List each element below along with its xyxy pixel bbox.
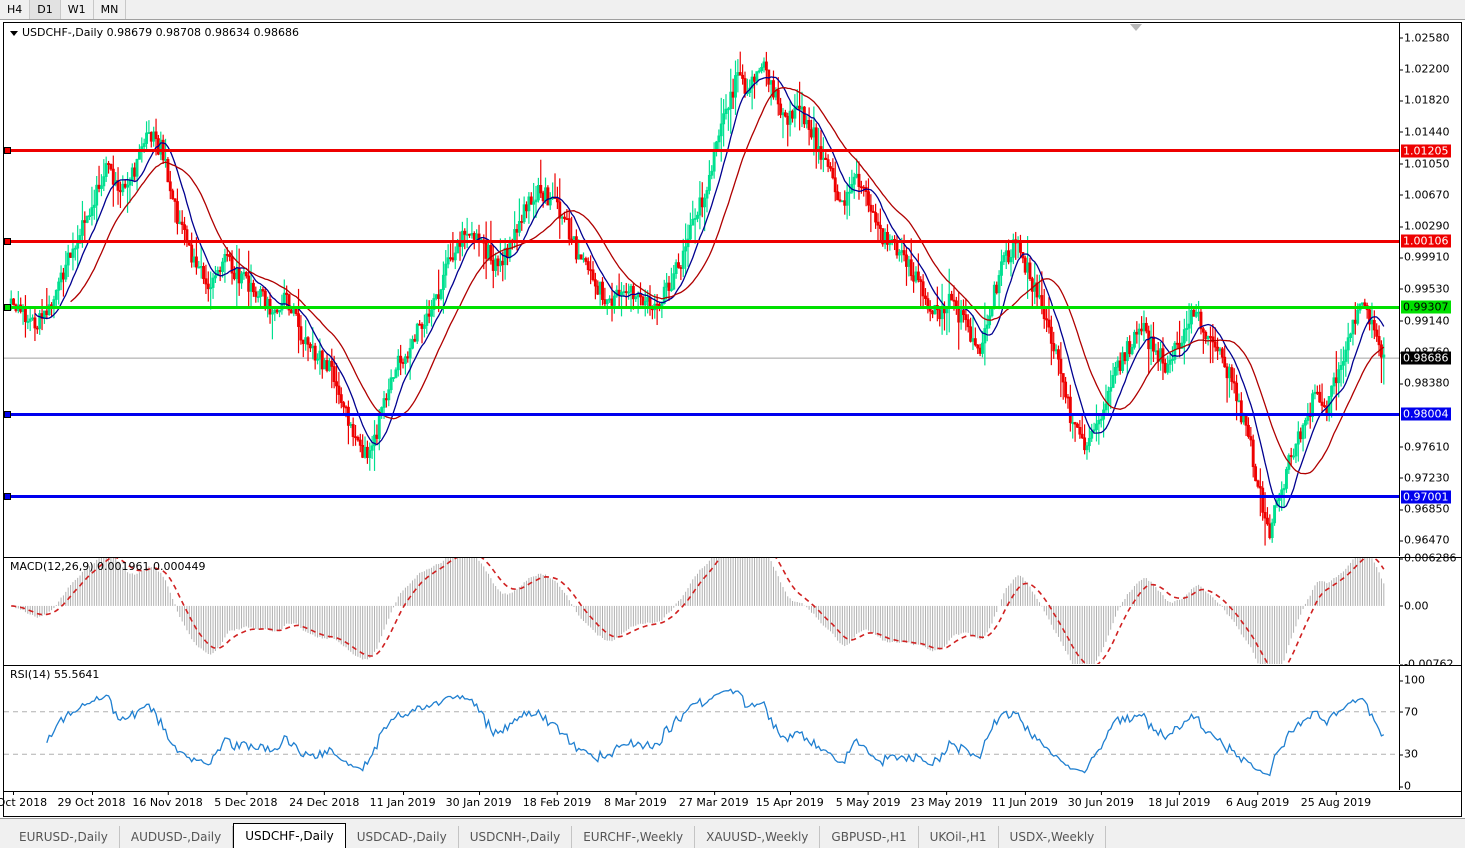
time-axis-label: 5 May 2019 [835, 791, 901, 809]
time-axis-label: 27 Mar 2019 [678, 791, 749, 809]
time-axis-label: 23 May 2019 [910, 791, 983, 809]
macd-axis[interactable]: 0.006286 0.00 -0.00762 [1399, 553, 1461, 670]
time-axis[interactable]: 10 Oct 2018 29 Oct 2018 16 Nov 2018 5 Dec 2… [0, 791, 1461, 816]
price-axis-tick: 0.96850 [1400, 502, 1450, 516]
price-level-line[interactable] [4, 237, 1399, 245]
symbol-tab-ukoil[interactable]: UKOil-,H1 [919, 826, 999, 848]
rsi-caption: RSI(14) 55.5641 [10, 668, 100, 681]
price-level-tag[interactable]: 0.99307 [1401, 300, 1451, 314]
price-plot[interactable] [4, 23, 1399, 556]
price-axis-tick: 1.01820 [1400, 93, 1450, 107]
time-axis-label: 18 Feb 2019 [522, 791, 592, 809]
rsi-axis-tick: 0 [1400, 779, 1411, 793]
collapse-triangle-icon[interactable] [10, 30, 18, 36]
symbol-tab-eurchf[interactable]: EURCHF-,Weekly [572, 826, 696, 848]
symbol-tab-usdchf[interactable]: USDCHF-,Daily [233, 823, 346, 848]
level-anchor-handle[interactable] [4, 493, 11, 501]
price-axis-tick: 0.99910 [1400, 250, 1450, 264]
time-axis-label: 25 Aug 2019 [1300, 791, 1372, 809]
symbol-caption: USDCHF-,Daily 0.98679 0.98708 0.98634 0.… [10, 27, 299, 38]
price-axis-tick: 0.97610 [1400, 440, 1450, 454]
price-pane[interactable]: USDCHF-,Daily 0.98679 0.98708 0.98634 0.… [4, 23, 1461, 556]
timeframe-d1[interactable]: D1 [30, 0, 61, 19]
price-level-tag[interactable]: 1.00106 [1401, 234, 1451, 248]
price-level-line[interactable] [4, 147, 1399, 155]
timeframe-toolbar: H4 D1 W1 MN [0, 0, 1465, 20]
rsi-axis-tick: 30 [1400, 747, 1418, 761]
level-anchor-handle[interactable] [4, 303, 11, 311]
rsi-axis[interactable]: 100 70 30 0 [1399, 666, 1461, 793]
price-axis-tick: 1.01440 [1400, 125, 1450, 139]
rsi-axis-tick: 70 [1400, 705, 1418, 719]
price-axis-tick: 0.99140 [1400, 314, 1450, 328]
time-axis-label: 8 Mar 2019 [604, 791, 667, 809]
price-axis[interactable]: 1.02580 1.02200 1.01820 1.01440 1.01050 1.006… [1399, 23, 1461, 556]
time-axis-label: 10 Oct 2018 [0, 791, 47, 809]
symbol-tab-usdcnh[interactable]: USDCNH-,Daily [459, 826, 573, 848]
symbol-tab-usdx[interactable]: USDX-,Weekly [999, 826, 1107, 848]
timeframe-h4[interactable]: H4 [0, 0, 31, 19]
price-level-line[interactable] [4, 303, 1399, 311]
time-axis-label: 11 Jun 2019 [991, 791, 1058, 809]
price-axis-tick: 1.00670 [1400, 188, 1450, 202]
price-level-tag[interactable]: 0.97001 [1401, 490, 1451, 504]
time-axis-label: 24 Dec 2018 [289, 791, 360, 809]
level-anchor-handle[interactable] [4, 410, 11, 418]
price-axis-tick: 1.02580 [1400, 31, 1450, 45]
timeframe-mn[interactable]: MN [94, 0, 127, 19]
macd-axis-tick: 0.00 [1400, 599, 1429, 613]
price-level-line[interactable] [4, 493, 1399, 501]
price-level-tag[interactable]: 0.98004 [1401, 407, 1451, 421]
symbol-tab-audusd[interactable]: AUDUSD-,Daily [120, 826, 234, 848]
macd-caption: MACD(12,26,9) 0.001961 0.000449 [10, 560, 206, 573]
macd-pane[interactable]: MACD(12,26,9) 0.001961 0.000449 0.006286… [4, 553, 1461, 670]
rsi-pane[interactable]: RSI(14) 55.5641 100 70 30 0 [4, 665, 1461, 793]
price-axis-tick: 0.98380 [1400, 376, 1450, 390]
time-axis-label: 15 Apr 2019 [755, 791, 824, 809]
chart-frame[interactable]: USDCHF-,Daily 0.98679 0.98708 0.98634 0.… [0, 22, 1462, 817]
symbol-tab-bar: EURUSD-,Daily AUDUSD-,Daily USDCHF-,Daily U… [0, 818, 1465, 848]
macd-axis-tick: 0.006286 [1400, 551, 1457, 565]
time-axis-label: 29 Oct 2018 [57, 791, 126, 809]
time-axis-label: 18 Jul 2019 [1148, 791, 1211, 809]
rsi-axis-tick: 100 [1400, 673, 1425, 687]
level-anchor-handle[interactable] [4, 147, 11, 155]
timeframe-w1[interactable]: W1 [61, 0, 94, 19]
current-price-tag: 0.98686 [1401, 351, 1451, 365]
time-axis-label: 6 Aug 2019 [1225, 791, 1290, 809]
price-axis-tick: 1.02200 [1400, 62, 1450, 76]
time-axis-label: 11 Jan 2019 [369, 791, 436, 809]
price-axis-tick: 0.96470 [1400, 533, 1450, 547]
time-axis-label: 5 Dec 2018 [214, 791, 278, 809]
symbol-tab-usdcad[interactable]: USDCAD-,Daily [346, 826, 459, 848]
price-level-line[interactable] [4, 410, 1399, 418]
time-axis-label: 16 Nov 2018 [132, 791, 203, 809]
symbol-tab-xauusd[interactable]: XAUUSD-,Weekly [695, 826, 821, 848]
level-anchor-handle[interactable] [4, 237, 11, 245]
chart-scroll-marker-icon[interactable] [1130, 24, 1142, 31]
toolbar-spacer [126, 0, 1465, 19]
price-axis-tick: 1.00290 [1400, 219, 1450, 233]
time-axis-label: 30 Jan 2019 [445, 791, 512, 809]
macd-plot[interactable] [4, 558, 1399, 664]
symbol-tab-eurusd[interactable]: EURUSD-,Daily [8, 826, 120, 848]
price-level-tag[interactable]: 1.01205 [1401, 144, 1451, 158]
macd-axis-tick: -0.00762 [1399, 657, 1454, 671]
symbol-tab-gbpusd[interactable]: GBPUSD-,H1 [820, 826, 919, 848]
price-axis-tick: 1.01050 [1400, 157, 1450, 171]
price-axis-tick: 0.99530 [1400, 282, 1450, 296]
rsi-plot[interactable] [4, 666, 1399, 790]
price-axis-tick: 0.97230 [1400, 471, 1450, 485]
time-axis-label: 30 Jun 2019 [1067, 791, 1134, 809]
